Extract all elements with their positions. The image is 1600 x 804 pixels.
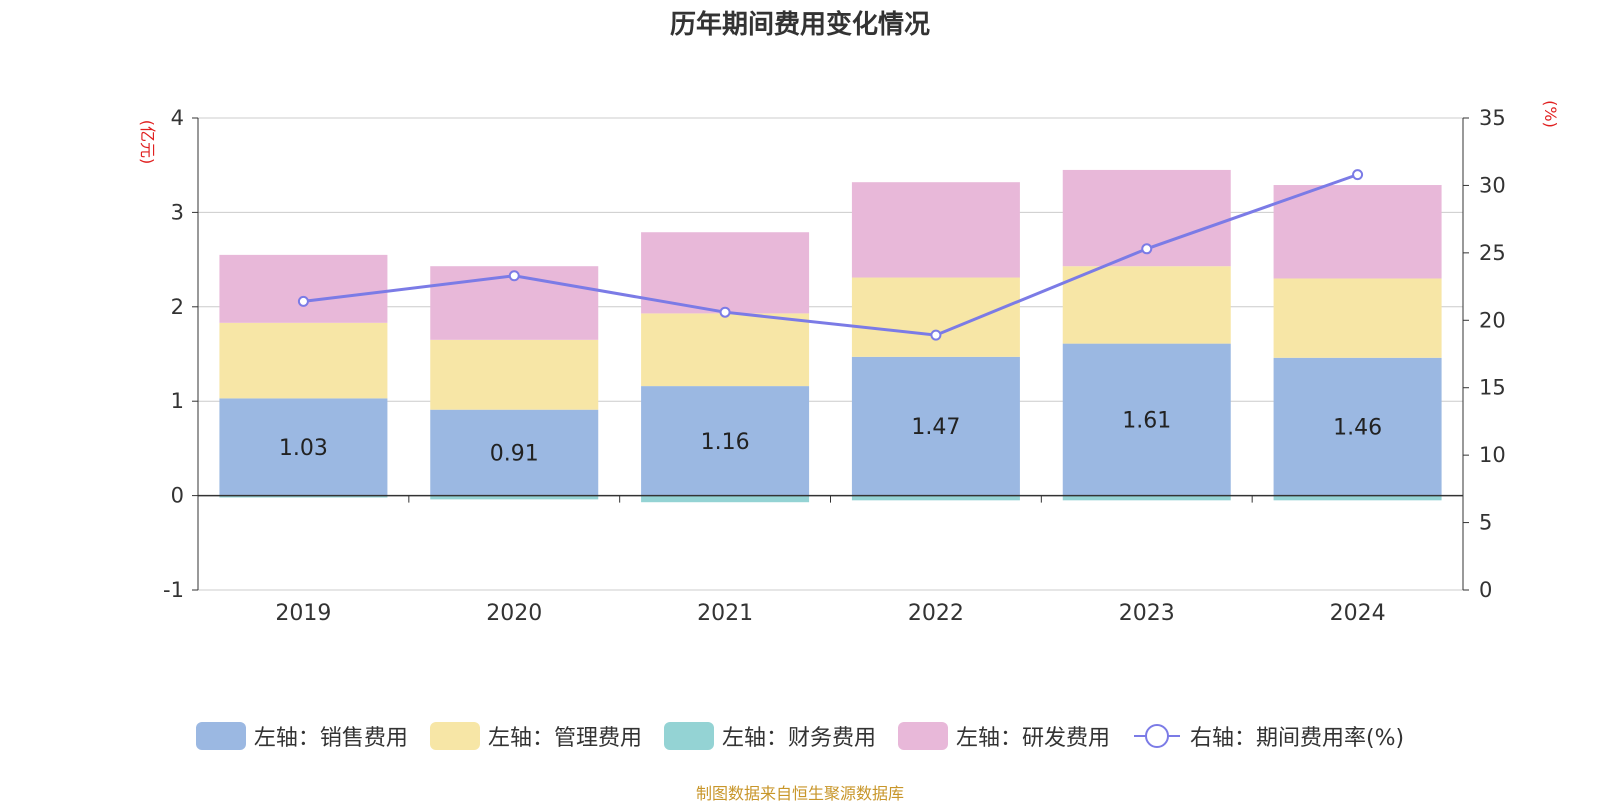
- expense-rate-point: [1141, 243, 1153, 255]
- legend-label: 左轴：研发费用: [955, 726, 1110, 751]
- expense-rate-point: [719, 306, 731, 318]
- legend-label: 左轴：销售费用: [253, 726, 408, 751]
- expense-rate-point: [297, 295, 309, 307]
- right-axis-tick-label: 35: [1479, 106, 1506, 130]
- legend-item[interactable]: 右轴：期间费用率(%): [1132, 720, 1404, 752]
- bar-segment: [430, 409, 599, 496]
- left-axis-tick-label: -1: [163, 578, 184, 602]
- bar-segment: [219, 398, 388, 496]
- legend-swatch: [429, 722, 480, 750]
- right-axis-tick-label: 15: [1479, 376, 1506, 400]
- left-axis-tick-label: 4: [171, 106, 184, 130]
- category-label: 2024: [1330, 601, 1386, 626]
- legend-swatch: [195, 722, 246, 750]
- category-label: 2019: [275, 601, 331, 626]
- legend-swatch: [663, 722, 714, 750]
- bar-segment: [851, 182, 1020, 278]
- data-label: 1.61: [1122, 409, 1171, 434]
- expense-rate-point: [1352, 169, 1364, 181]
- data-source-note: 制图数据来自恒生聚源数据库: [695, 784, 904, 803]
- bar-segment: [219, 322, 388, 399]
- bar-segment: [1273, 495, 1442, 501]
- bar-segment: [1273, 357, 1442, 496]
- bar-segment: [1062, 266, 1231, 344]
- expense-rate-point: [508, 270, 520, 282]
- left-axis-tick-label: 3: [171, 200, 184, 224]
- legend-item[interactable]: 左轴：销售费用: [195, 720, 408, 752]
- legend-label: 左轴：管理费用: [487, 726, 642, 751]
- legend-item[interactable]: 左轴：管理费用: [429, 720, 642, 752]
- data-label: 1.47: [911, 415, 960, 440]
- data-label: 0.91: [490, 442, 539, 467]
- expense-chart: -1 0 1 2 3 4 0 5 10 15 20 25 30 35 (亿元) (%) 1.03 0.91 1.16…: [138, 100, 1560, 626]
- bar-segment: [641, 313, 810, 387]
- bar-segment: [851, 356, 1020, 496]
- bar-segment: [1062, 495, 1231, 501]
- bar-segment: [641, 386, 810, 496]
- data-label: 1.03: [279, 436, 328, 461]
- category-label: 2022: [908, 601, 964, 626]
- legend-line-marker: [1133, 724, 1180, 748]
- bar-segment: [430, 339, 599, 410]
- data-label: 1.46: [1333, 416, 1382, 441]
- bar-segment: [430, 495, 599, 500]
- right-axis-tick-label: 30: [1479, 173, 1506, 197]
- expense-rate-point: [930, 329, 942, 341]
- legend-label: 左轴：财务费用: [721, 726, 876, 751]
- bar-segment: [1273, 185, 1442, 279]
- right-axis-tick-label: 20: [1479, 308, 1506, 332]
- bar-segment: [851, 277, 1020, 357]
- category-label: 2023: [1119, 601, 1175, 626]
- bar-segment: [219, 495, 388, 498]
- right-axis-tick-label: 5: [1479, 511, 1492, 535]
- right-axis-unit-label: (%): [1541, 100, 1560, 128]
- legend-item[interactable]: 左轴：财务费用: [663, 720, 876, 752]
- bar-segment: [1062, 343, 1231, 496]
- bar-segment: [641, 495, 810, 503]
- category-label: 2020: [486, 601, 542, 626]
- left-axis-unit-label: (亿元): [138, 120, 157, 165]
- chart-title: 历年期间费用变化情况: [669, 10, 930, 40]
- bar-segment: [219, 254, 388, 323]
- legend-swatch: [897, 722, 948, 750]
- expense-rate-line: [303, 173, 1359, 337]
- left-axis-tick-label: 2: [171, 295, 184, 319]
- chart-legend: 左轴：销售费用 左轴：管理费用 左轴：财务费用 左轴：研发费用 右轴：期间费用率(%): [0, 720, 1600, 752]
- right-axis-tick-label: 25: [1479, 241, 1506, 265]
- data-label: 1.16: [701, 430, 750, 455]
- right-axis-tick-label: 0: [1479, 578, 1492, 602]
- bar-segment: [641, 232, 810, 314]
- category-label: 2021: [697, 601, 753, 626]
- left-axis-tick-label: 1: [171, 389, 184, 413]
- legend-label: 右轴：期间费用率(%): [1189, 726, 1405, 751]
- legend-item[interactable]: 左轴：研发费用: [897, 720, 1110, 752]
- bar-segment: [851, 495, 1020, 501]
- left-axis-tick-label: 0: [171, 484, 184, 508]
- bar-segment: [1273, 278, 1442, 358]
- right-axis-tick-label: 10: [1479, 443, 1506, 467]
